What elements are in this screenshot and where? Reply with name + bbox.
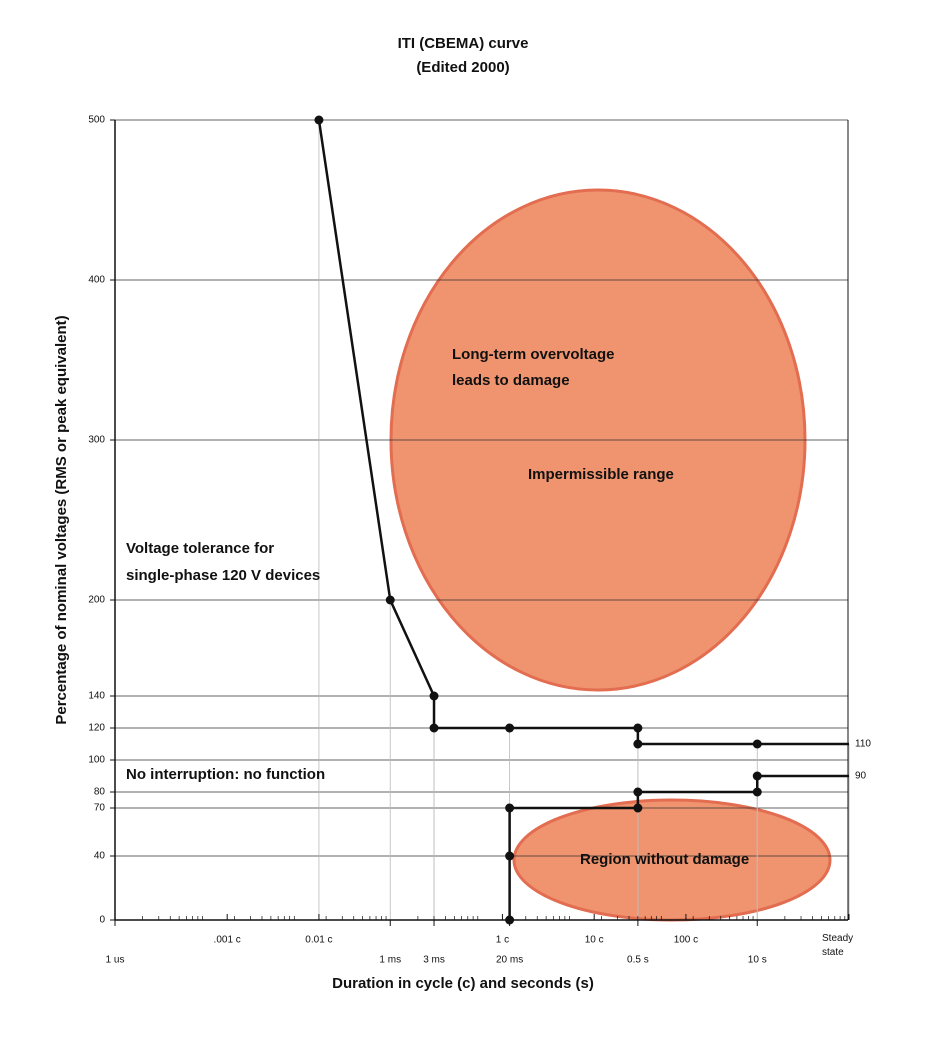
chart-subtitle: (Edited 2000) — [416, 59, 509, 76]
x-tick-label: 0.01 c — [305, 935, 332, 946]
y-tick-label: 140 — [88, 691, 105, 702]
point — [752, 787, 762, 797]
x-tick-label: 1 ms — [379, 955, 401, 966]
y-tick-label: 500 — [88, 115, 105, 126]
x-tick-label: 0.5 s — [627, 955, 649, 966]
annotation: single-phase 120 V devices — [126, 567, 320, 584]
point — [633, 787, 643, 797]
annotation: leads to damage — [452, 372, 570, 389]
annotation: Long-term overvoltage — [452, 346, 615, 363]
point — [752, 739, 762, 749]
x-tick-label: Steady state — [822, 933, 854, 958]
point — [385, 595, 395, 605]
point — [505, 851, 515, 861]
y-tick-label: 100 — [88, 755, 105, 766]
point — [752, 771, 762, 781]
x-tick-label: 1 us — [106, 955, 125, 966]
point — [505, 803, 515, 813]
x-tick-label: 10 s — [748, 955, 767, 966]
y-tick-label: 40 — [94, 851, 106, 862]
point — [314, 115, 324, 125]
value-label: 110 — [855, 739, 871, 750]
point — [633, 803, 643, 813]
point — [505, 915, 515, 925]
point — [633, 723, 643, 733]
x-tick-label: 1 c — [496, 935, 509, 946]
annotation: No interruption: no function — [126, 766, 325, 783]
y-tick-label: 70 — [94, 803, 106, 814]
y-tick-label: 0 — [99, 915, 105, 926]
y-tick-label: 80 — [94, 787, 106, 798]
x-tick-label: 3 ms — [423, 955, 445, 966]
x-tick-label: 100 c — [674, 935, 698, 946]
annotation: Region without damage — [580, 851, 749, 868]
x-tick-label: 10 c — [585, 935, 604, 946]
y-tick-label: 200 — [88, 595, 105, 606]
point — [505, 723, 515, 733]
x-tick-label: 20 ms — [496, 955, 523, 966]
y-tick-label: 120 — [88, 723, 105, 734]
y-tick-label: 300 — [88, 435, 105, 446]
x-tick-label: .001 c — [214, 935, 241, 946]
point — [633, 739, 643, 749]
annotation: Voltage tolerance for — [126, 540, 274, 557]
point — [429, 691, 439, 701]
x-axis-label: Duration in cycle (c) and seconds (s) — [332, 975, 594, 992]
point — [429, 723, 439, 733]
annotation: Impermissible range — [528, 466, 674, 483]
chart-title: ITI (CBEMA) curve — [398, 35, 529, 52]
value-label: 90 — [855, 771, 867, 782]
y-tick-label: 400 — [88, 275, 105, 286]
y-axis-label: Percentage of nominal voltages (RMS or p… — [53, 315, 70, 724]
